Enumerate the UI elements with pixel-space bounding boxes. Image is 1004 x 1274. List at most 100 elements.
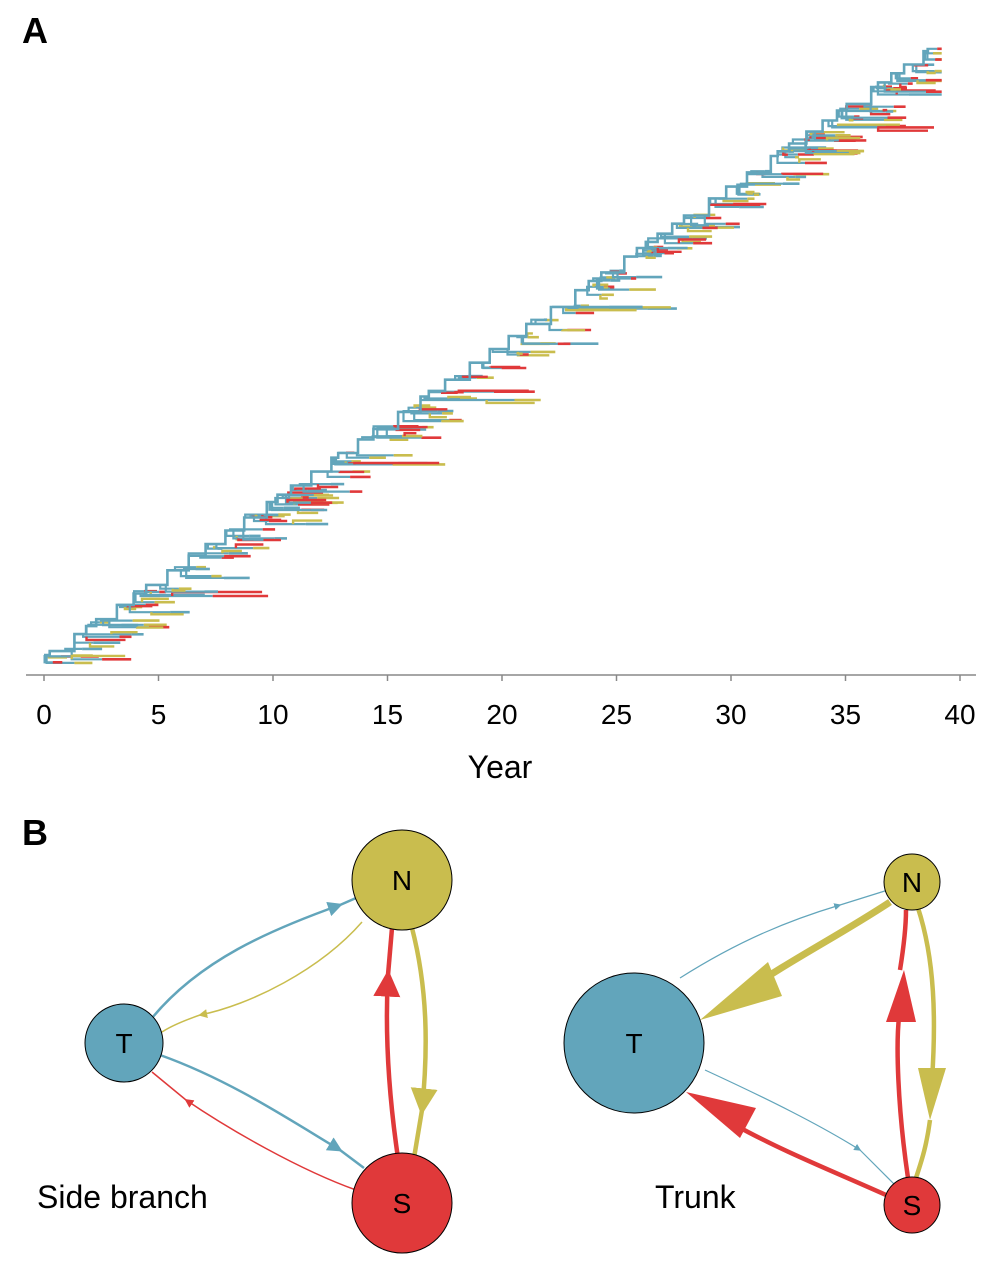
tree-branch [171, 588, 186, 592]
tree-branch [402, 411, 442, 423]
edge-t-to-s [159, 1053, 343, 1152]
tree-branch [447, 395, 471, 399]
edge-trunk-s-to-n-head [886, 970, 916, 1022]
tree-branch [485, 400, 535, 405]
x-tick-label: 0 [36, 699, 52, 730]
tree-branch [886, 88, 901, 91]
tree-branch [290, 497, 303, 500]
edge-trunk-n-to-s [915, 907, 937, 1081]
tree-branch [441, 391, 458, 394]
tree-branch [215, 544, 254, 550]
tree-branch [234, 543, 264, 549]
edge-trunk-t-to-n [679, 903, 842, 979]
tree-branch [461, 375, 488, 378]
tree-branch [259, 518, 282, 521]
edge-trunk-t-to-s-tail [859, 1149, 896, 1186]
tree-branch [813, 131, 839, 142]
node-s-side-label: S [393, 1188, 412, 1219]
x-tick-label: 5 [151, 699, 167, 730]
edge-trunk-s-to-n-tail [897, 909, 909, 971]
node-n-side-label: N [392, 865, 412, 896]
tree-branch [294, 487, 321, 491]
tree-branch [302, 485, 350, 493]
node-t-side-label: T [115, 1028, 132, 1059]
tree-branch [747, 192, 754, 195]
x-tick-label: 35 [830, 699, 861, 730]
tree-branch [521, 336, 558, 345]
node-s-trunk-label: S [903, 1190, 922, 1221]
tree-branch [123, 607, 137, 611]
tree-branch [592, 283, 609, 287]
tree-branch [268, 502, 284, 509]
panel-b-label: B [22, 812, 48, 853]
node-n-trunk [883, 853, 941, 911]
tree-branch [353, 461, 440, 465]
tree-branch [642, 248, 654, 257]
tree-branch [490, 365, 521, 369]
tree-branch [185, 570, 224, 579]
tree-branch [926, 71, 936, 75]
tree-branch [825, 136, 861, 141]
x-tick-label: 40 [944, 699, 975, 730]
tree-branch [144, 590, 160, 594]
tree-branch [376, 428, 422, 439]
tree-branch [334, 457, 393, 466]
tree-branch [284, 494, 311, 504]
tree-branch [179, 570, 212, 578]
tree-branch [686, 227, 712, 233]
node-t-trunk [563, 972, 705, 1114]
tree-branch [428, 413, 447, 419]
tree-branch [782, 151, 788, 156]
side-branch-label: Side branch [37, 1179, 208, 1215]
tree-branch [663, 233, 694, 245]
edge-n-to-s [409, 927, 438, 1116]
tree-branch [677, 238, 707, 244]
tree-branch [899, 83, 907, 89]
edge-trunk-t-to-n-tail [839, 889, 889, 906]
tree-branch [798, 158, 821, 163]
tree-branch [150, 612, 184, 616]
tree-branch [108, 619, 149, 629]
tree-branch [786, 176, 801, 181]
tree-branch [506, 349, 520, 356]
tree-branch [102, 619, 122, 627]
tree-branch [876, 87, 909, 96]
tree-branch [326, 471, 351, 478]
edge-trunk-s-to-t-head [686, 1092, 756, 1138]
tree-branch [242, 530, 254, 541]
network-side-branch: T N S Side branch [37, 829, 453, 1254]
tree-branch [385, 428, 402, 438]
tree-branch [776, 156, 805, 164]
tree-branch [164, 584, 205, 593]
tree-branch [413, 404, 431, 408]
x-tick-label: 10 [257, 699, 288, 730]
tree-branch [271, 502, 311, 512]
edge-t-to-n [151, 901, 343, 1019]
node-t-trunk-label: T [625, 1028, 642, 1059]
tree-branch [883, 82, 926, 93]
tree-branch [645, 255, 656, 259]
tree-branch [646, 241, 668, 250]
tree-branch [845, 110, 884, 121]
tree-branch [128, 604, 171, 614]
edge-n-to-s-tail [411, 1109, 425, 1159]
tree-branch [355, 453, 394, 457]
edge-n-to-t-tail [161, 1014, 201, 1033]
tree-branch [221, 549, 242, 554]
tree-branch [598, 281, 630, 291]
tree-branch [882, 108, 888, 112]
tree-branch [616, 272, 631, 280]
tree-branch [44, 48, 930, 657]
panel-a-label: A [22, 10, 48, 51]
tree-branch [646, 250, 652, 253]
node-t-side [84, 1003, 164, 1083]
tree-branch [140, 597, 169, 603]
tree-branch [709, 203, 761, 206]
node-s-trunk [883, 1176, 941, 1234]
tree-branch [530, 318, 544, 324]
edge-s-to-n [373, 969, 401, 1159]
tree-branch [784, 151, 795, 159]
tree-branch [714, 198, 740, 208]
tree-branch [134, 593, 155, 604]
